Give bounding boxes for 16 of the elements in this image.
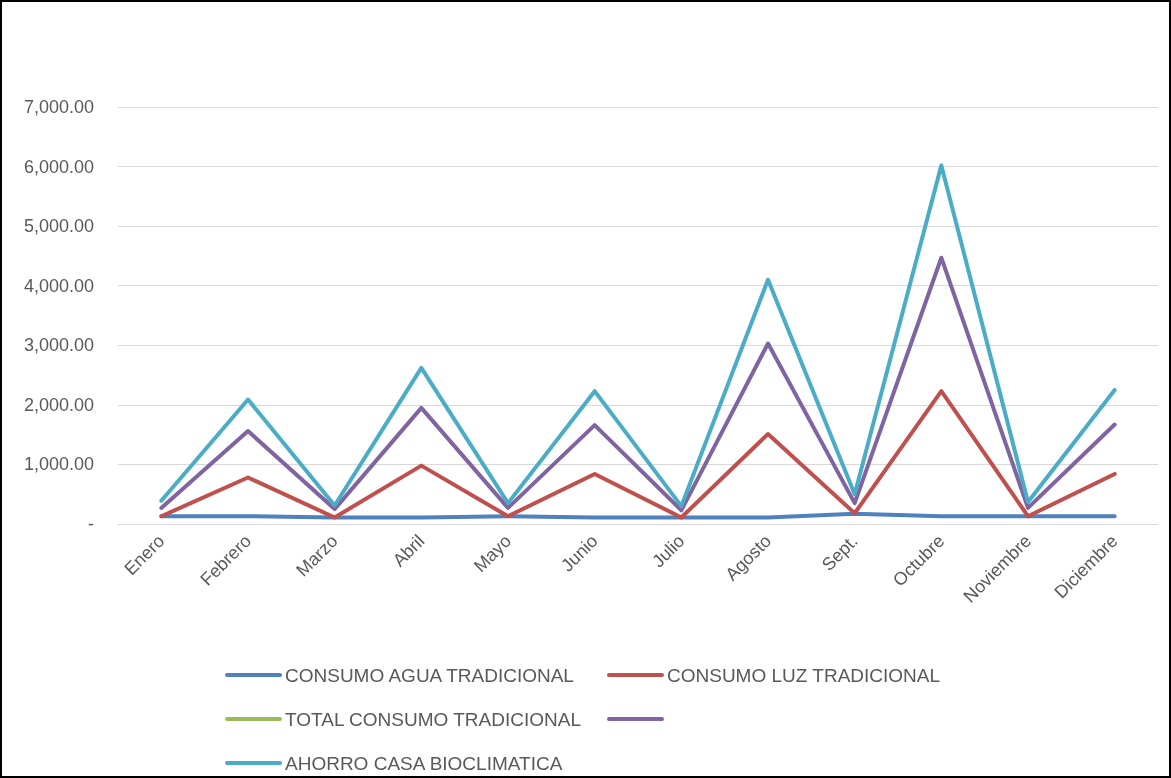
- legend-label: TOTAL CONSUMO TRADICIONAL: [285, 708, 581, 730]
- y-tick-label: 3,000.00: [23, 335, 94, 356]
- y-tick-label: 2,000.00: [23, 394, 94, 415]
- y-tick-label: 5,000.00: [23, 216, 94, 237]
- legend-label: CONSUMO LUZ TRADICIONAL: [667, 664, 941, 686]
- line-series: [159, 163, 1117, 509]
- y-tick-label: 1,000.00: [23, 454, 94, 475]
- legend-label: AHORRO CASA BIOCLIMATICA: [285, 752, 563, 774]
- legend-label: CONSUMO AGUA TRADICIONAL: [285, 664, 574, 686]
- y-tick-label: 4,000.00: [23, 275, 94, 296]
- line-series: [159, 389, 1117, 520]
- y-tick-label: 6,000.00: [23, 156, 94, 177]
- y-tick-label: -: [88, 514, 94, 534]
- x-tick-label: Julio: [648, 530, 689, 572]
- line-series: [159, 255, 1117, 513]
- y-tick-label: 7,000.00: [23, 97, 94, 117]
